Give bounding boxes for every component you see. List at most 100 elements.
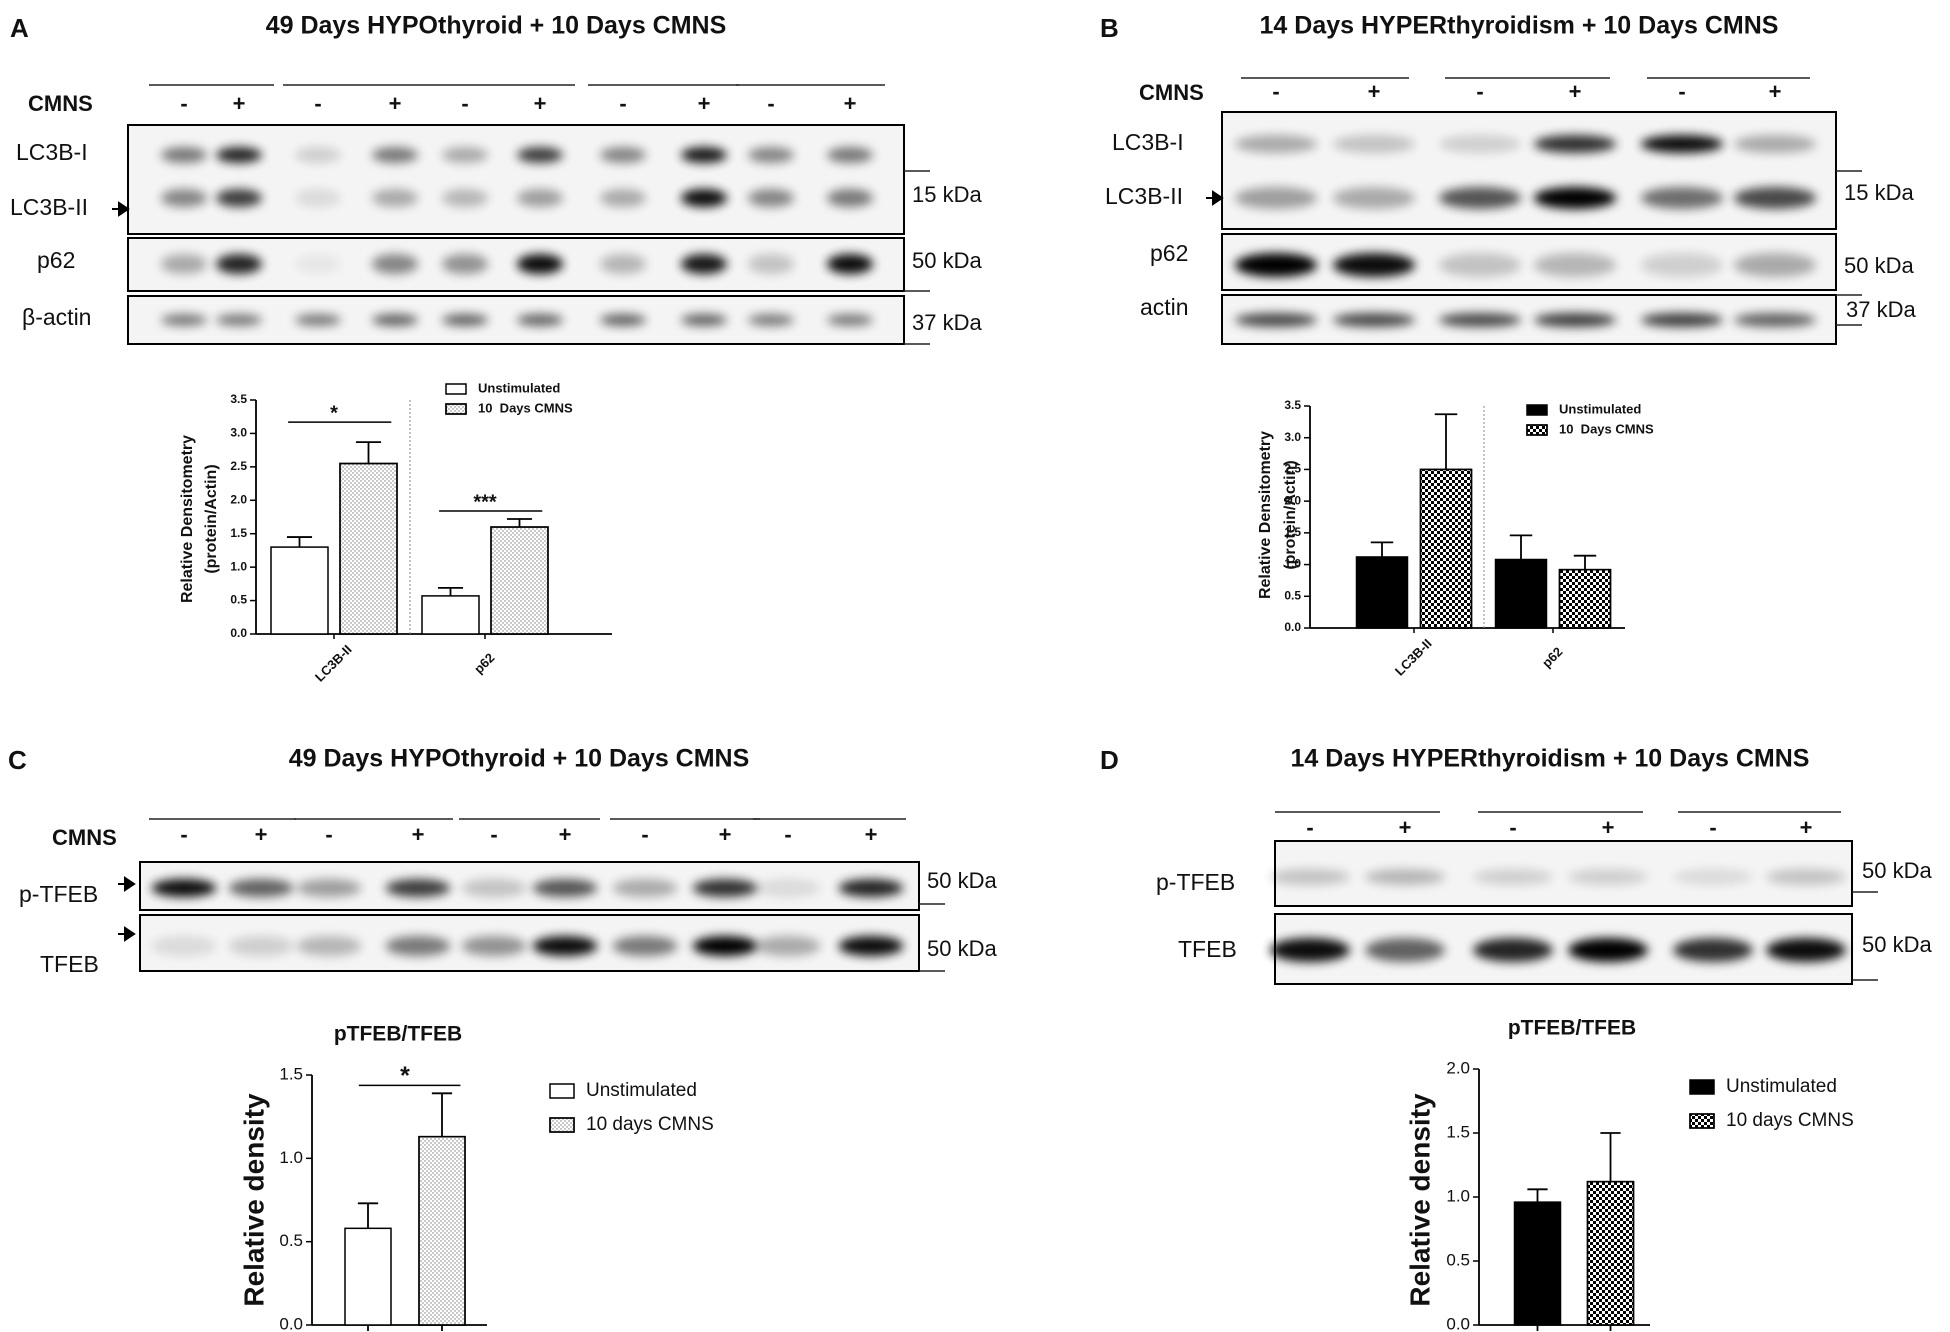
blot-band [215,147,263,163]
y-tick-label: 1.5 [230,526,247,540]
lane-label: - [461,91,468,116]
bar-pattern [1419,468,1473,629]
error-bar [437,586,464,596]
significance-label: * [330,402,338,424]
y-tick-label: 1.0 [1284,557,1301,571]
bar [344,1227,392,1326]
blot-band [228,879,294,897]
lane-label: + [1800,815,1813,840]
blot-band [1234,253,1318,277]
blot-band [1473,869,1553,885]
blot-band [1234,187,1318,209]
blot-band [516,254,564,274]
blot-box [127,124,905,235]
blot-band [215,189,263,207]
error-bar [1573,554,1597,570]
blot-band [371,314,419,326]
y-tick-label: 2.0 [1284,493,1301,507]
error-bar [506,518,533,528]
blot-band [1270,938,1350,962]
treatment-label: CMNS [1139,80,1204,105]
blot-band [1365,938,1445,962]
blot-band [1568,938,1648,962]
panel-letter: B [1100,13,1119,43]
x-tick-label: LC3B-II [1392,636,1435,679]
y-axis-label: Relative density [238,1093,269,1307]
lane-label: + [719,822,732,847]
y-tick-label: 2.0 [1446,1058,1470,1077]
y-tick-label: 3.5 [230,392,247,406]
arrow [1206,190,1224,206]
lane-label: + [1399,815,1412,840]
legend-label: Unstimulated [1726,1076,1837,1097]
blot-band [747,147,795,163]
y-tick-label: 3.0 [1284,430,1301,444]
blot-band [296,879,362,897]
lane-label: - [314,91,321,116]
blot-band [1438,253,1522,277]
blot-band [747,254,795,274]
y-tick-label: 1.5 [279,1064,303,1083]
blot-band [215,254,263,274]
legend-swatch [1689,1079,1715,1095]
legend-swatch-pattern [1689,1113,1715,1129]
blot-band [1568,869,1648,885]
bar-pattern [1558,568,1612,629]
blot-band [680,147,728,163]
arrow [118,876,136,892]
marker-label: 50 kDa [1844,253,1914,278]
y-axis-label: Relative density [1404,1093,1435,1307]
blot-band [1234,313,1318,327]
chart-title: pTFEB/TFEB [1508,1017,1636,1040]
error-bar [1370,541,1394,557]
y-tick-label: 1.0 [230,559,247,573]
blot-band [755,879,821,897]
blot-band [1733,313,1817,327]
blot-band [228,936,294,956]
arrow [112,201,130,217]
blot-band [838,936,904,956]
y-tick-label: 1.0 [1446,1186,1470,1205]
blot-band [826,147,874,163]
bar [1494,558,1548,629]
y-tick-label: 0.5 [279,1231,303,1250]
blot-band [1234,135,1318,153]
blot-band [1438,135,1522,153]
band-label: p-TFEB [19,881,98,907]
lane-label: + [1602,815,1615,840]
error-bar [1600,1132,1621,1182]
blot-band [680,189,728,207]
blot-band [441,147,489,163]
error-bar [1527,1188,1548,1203]
bar-pattern [490,526,549,635]
bar [421,595,480,635]
marker-label: 15 kDa [912,182,982,207]
blot-band [1733,253,1817,277]
lane-label: - [767,91,774,116]
blot-band [160,189,208,207]
marker-label: 37 kDa [1846,297,1916,322]
y-tick-label: 2.0 [230,492,247,506]
lane-label: + [1368,79,1381,104]
lane-label: + [559,822,572,847]
blot-band [532,936,598,956]
blot-band [371,189,419,207]
blot-band [532,879,598,897]
bar [1355,556,1409,629]
legend-label: 10 days CMNS [1726,1110,1854,1131]
blot-band [1766,938,1846,962]
blot-band [1438,313,1522,327]
lane-label: - [1709,815,1716,840]
blot-band [599,189,647,207]
chart-title: pTFEB/TFEB [334,1023,462,1046]
lane-label: + [1569,79,1582,104]
blot-band [747,189,795,207]
y-tick-label: 1.5 [1284,525,1301,539]
lane-label: + [412,822,425,847]
marker-label: 37 kDa [912,310,982,335]
blot-band [296,936,362,956]
bar-pattern [1586,1180,1635,1326]
blot-band [826,314,874,326]
blot-band [599,147,647,163]
